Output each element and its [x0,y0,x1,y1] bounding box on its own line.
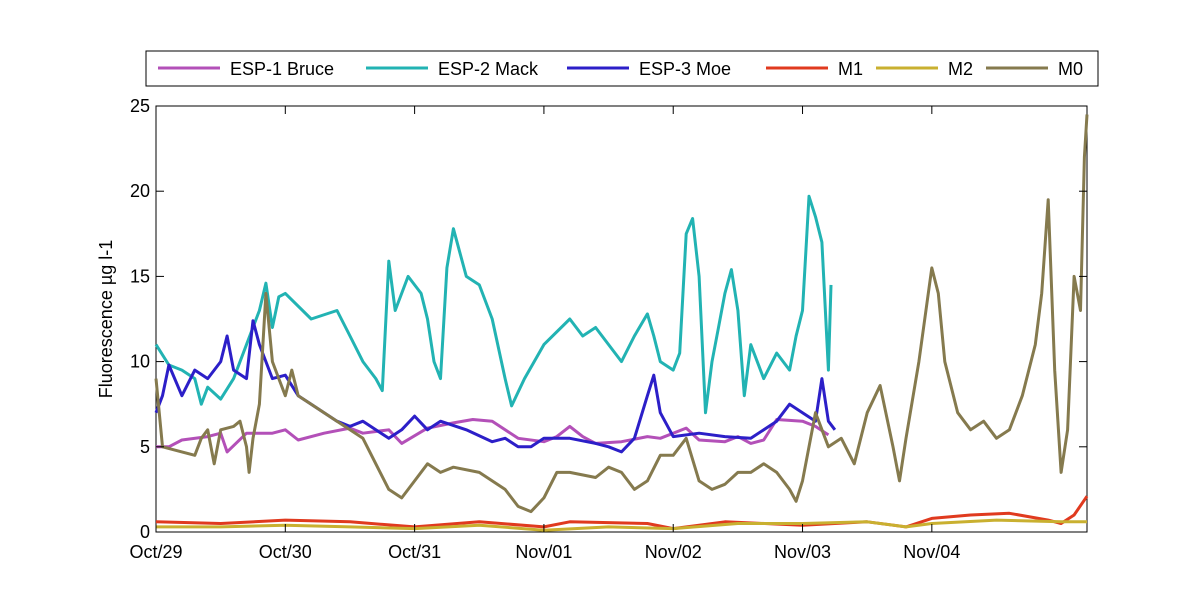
x-tick-label: Oct/29 [129,542,182,562]
y-axis-title: Fluorescence µg l-1 [96,240,116,398]
series-group [154,114,1089,532]
y-tick-label: 0 [140,522,150,542]
y-tick-label: 5 [140,437,150,457]
x-tick-label: Oct/31 [388,542,441,562]
x-tick-label: Oct/30 [259,542,312,562]
legend: ESP-1 Bruce ESP-2 Mack ESP-3 Moe M1 M2 M0 [145,50,1099,87]
legend-label: ESP-1 Bruce [230,59,334,79]
legend-label: ESP-2 Mack [438,59,539,79]
x-tick-label: Nov/03 [774,542,831,562]
y-tick-label: 25 [130,96,150,116]
legend-label: M0 [1058,59,1083,79]
series-line-esp-3-moe [154,319,837,454]
legend-label: M2 [948,59,973,79]
legend-label: ESP-3 Moe [639,59,731,79]
y-tick-label: 20 [130,181,150,201]
series-line-m0 [154,114,1089,514]
y-tick-label: 15 [130,266,150,286]
x-tick-label: Nov/01 [515,542,572,562]
x-axis: Oct/29 Oct/30 Oct/31 Nov/01 Nov/02 Nov/03 Nov/… [129,106,960,562]
plot-area: 0 5 10 15 20 25 Oct/29 Oct/30 Oct/31 Nov/01 Nov/0… [129,96,1089,562]
plot-frame [155,105,1088,533]
series-line-esp-2-mack [154,194,833,415]
y-tick-label: 10 [130,352,150,372]
legend-label: M1 [838,59,863,79]
series-line-m1 [155,495,1089,531]
y-axis: 0 5 10 15 20 25 [130,96,1087,542]
x-tick-label: Nov/02 [645,542,702,562]
x-tick-label: Nov/04 [903,542,960,562]
